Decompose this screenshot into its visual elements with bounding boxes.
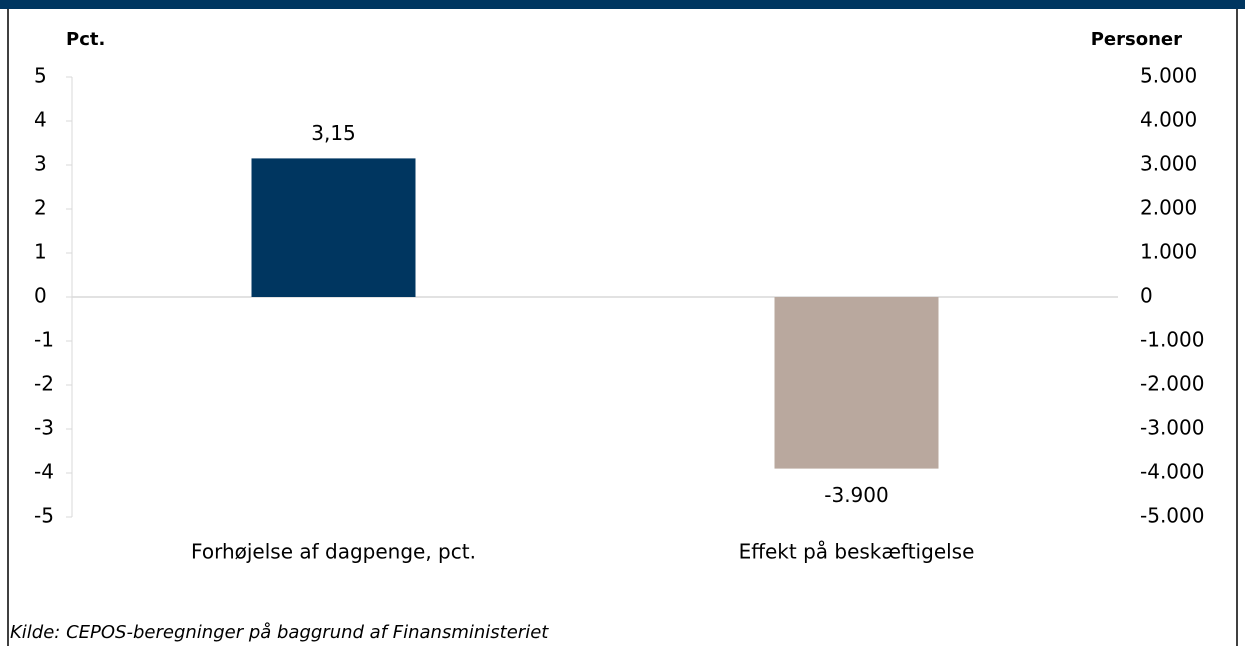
y2-tick-label: -1.000 [1140, 328, 1204, 352]
data-label: 3,15 [311, 121, 356, 145]
y2-tick-label: 1.000 [1140, 240, 1197, 264]
y2-tick-label: 3.000 [1140, 152, 1197, 176]
y-axis-label: Pct. [66, 29, 105, 50]
title-band [0, 0, 1245, 9]
x-tick-label: Forhøjelse af dagpenge, pct. [191, 540, 476, 564]
y-tick-label: 2 [34, 196, 47, 220]
y-tick-label: 1 [34, 240, 47, 264]
y-tick-label: 0 [34, 284, 47, 308]
y2-tick-label: -3.000 [1140, 416, 1204, 440]
y2-tick-label: 5.000 [1140, 64, 1197, 88]
y-tick-label: 3 [34, 152, 47, 176]
y2-axis-label: Personer [1091, 29, 1182, 50]
y2-tick-label: 4.000 [1140, 108, 1197, 132]
y2-tick-label: -2.000 [1140, 372, 1204, 396]
data-label: -3.900 [824, 483, 888, 507]
y-tick-label: -3 [34, 416, 54, 440]
y-tick-label: -5 [34, 504, 54, 528]
bar [251, 158, 416, 297]
y-tick-label: -4 [34, 460, 54, 484]
y2-tick-label: -5.000 [1140, 504, 1204, 528]
y-tick-label: 4 [34, 108, 47, 132]
x-tick-label: Effekt på beskæftigelse [739, 540, 975, 564]
y-tick-label: -1 [34, 328, 54, 352]
y-tick-label: -2 [34, 372, 54, 396]
y2-tick-label: 0 [1140, 284, 1153, 308]
y-tick-label: 5 [34, 64, 47, 88]
bar [774, 297, 939, 469]
y2-tick-label: 2.000 [1140, 196, 1197, 220]
y2-tick-label: -4.000 [1140, 460, 1204, 484]
source: Kilde: CEPOS-beregninger på baggrund af … [10, 622, 549, 643]
